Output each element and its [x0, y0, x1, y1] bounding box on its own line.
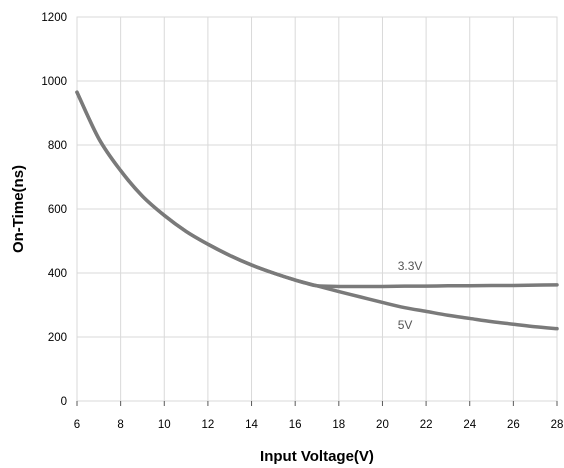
- x-tick-label: 28: [551, 419, 564, 431]
- axes: [76, 16, 558, 406]
- x-tick-label: 16: [289, 419, 302, 431]
- series-lines: [75, 90, 559, 331]
- y-axis-title: On-Time(ns): [10, 165, 27, 253]
- x-tick-label: 10: [158, 419, 171, 431]
- x-tick-label: 6: [74, 419, 80, 431]
- x-tick-label: 20: [376, 419, 389, 431]
- y-tick-label: 1200: [41, 12, 67, 24]
- series-label: 5V: [398, 318, 413, 332]
- x-tick-label: 22: [420, 419, 433, 431]
- grid: [77, 16, 557, 401]
- series-line-5v: [75, 90, 559, 331]
- x-tick-label: 26: [507, 419, 520, 431]
- y-tick-label: 200: [48, 332, 67, 344]
- x-tick-label: 18: [332, 419, 345, 431]
- y-tick-label: 800: [48, 140, 67, 152]
- series-labels: 3.3V 5V: [398, 259, 423, 332]
- y-tick-label: 1000: [41, 76, 67, 88]
- x-tick-label: 24: [463, 419, 476, 431]
- x-tick-label: 14: [245, 419, 258, 431]
- y-tick-label: 0: [61, 396, 67, 408]
- y-tick-label: 400: [48, 268, 67, 280]
- y-tick-labels: 0 200 400 600 800 1000 1200: [41, 12, 67, 408]
- y-tick-label: 600: [48, 204, 67, 216]
- x-tick-labels: 6 8 10 12 14 16 18 20 22 24 26 28: [74, 419, 564, 431]
- x-tick-label: 8: [117, 419, 123, 431]
- x-axis-title: Input Voltage(V): [260, 448, 374, 465]
- series-label: 3.3V: [398, 259, 423, 273]
- plot-border: [76, 16, 558, 402]
- x-tick-label: 12: [202, 419, 215, 431]
